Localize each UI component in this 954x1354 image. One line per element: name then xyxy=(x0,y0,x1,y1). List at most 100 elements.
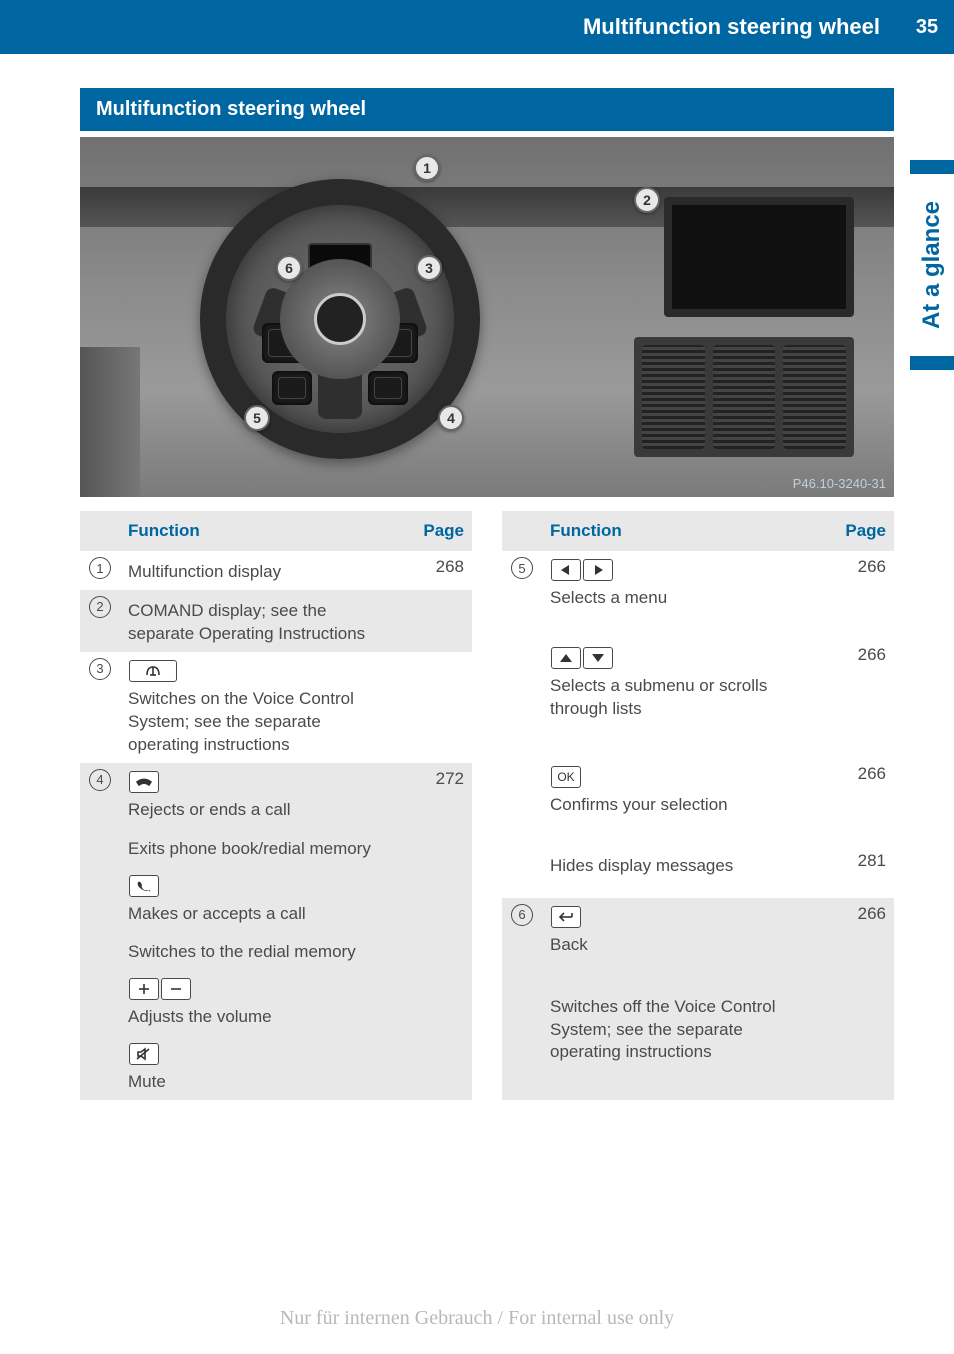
air-vents-icon xyxy=(634,337,854,457)
function-cell: Adjusts the volume xyxy=(120,970,404,1035)
table-row: Switches off the Voice Control System; s… xyxy=(502,986,894,1101)
row-number-badge: 4 xyxy=(89,769,111,791)
function-cell: Hides display messages xyxy=(542,845,826,898)
mercedes-logo-icon xyxy=(314,293,366,345)
function-cell: Multifunction display xyxy=(120,551,404,590)
callout-5: 5 xyxy=(244,405,270,431)
function-table-right: Function Page 5Selects a menu266Selects … xyxy=(502,511,894,1100)
col-page: Page xyxy=(826,511,894,551)
function-text: Mute xyxy=(128,1071,396,1094)
back-icon xyxy=(551,906,581,928)
table-row: Adjusts the volume xyxy=(80,970,472,1035)
function-text: COMAND display; see the separate Operati… xyxy=(128,600,396,646)
page-ref: 266 xyxy=(826,639,894,758)
table-row: 4 Rejects or ends a call 272 xyxy=(80,763,472,828)
header-title: Multifunction steering wheel xyxy=(583,14,880,40)
page-ref xyxy=(404,970,472,1035)
function-cell: Selects a submenu or scrolls through lis… xyxy=(542,639,826,758)
page-ref: 266 xyxy=(826,758,894,846)
page-ref: 268 xyxy=(404,551,472,590)
function-text: Confirms your selection xyxy=(550,794,818,817)
function-table-left: Function Page 1Multifunction display2682… xyxy=(80,511,472,1100)
minus-icon xyxy=(161,978,191,1000)
table-row: 1 Multifunction display 268 xyxy=(80,551,472,590)
plus-icon xyxy=(129,978,159,1000)
function-cell: OK Confirms your selection xyxy=(542,758,826,846)
page-ref xyxy=(404,931,472,970)
section-tab: At a glance xyxy=(910,160,954,370)
function-text: Selects a menu xyxy=(550,587,818,610)
table-row: Selects a submenu or scrolls through lis… xyxy=(502,639,894,758)
function-cell: Back xyxy=(542,898,826,986)
callout-6: 6 xyxy=(276,255,302,281)
function-cell: Exits phone book/redial memory xyxy=(120,828,404,867)
pickup-icon xyxy=(129,875,159,897)
page-ref: 266 xyxy=(826,551,894,639)
row-number-badge: 6 xyxy=(511,904,533,926)
function-text: Switches on the Voice Control System; se… xyxy=(128,688,396,757)
row-number-badge: 5 xyxy=(511,557,533,579)
function-text: Hides display messages xyxy=(550,855,818,878)
table-row: 2 COMAND display; see the separate Operat… xyxy=(80,590,472,652)
table-row: Switches to the redial memory xyxy=(80,931,472,970)
page-ref xyxy=(404,652,472,763)
page-ref xyxy=(826,986,894,1101)
col-page: Page xyxy=(404,511,472,551)
function-cell: Switches to the redial memory xyxy=(120,931,404,970)
page-ref: 266 xyxy=(826,898,894,986)
section-tab-label: At a glance xyxy=(918,201,946,329)
function-cell: Selects a menu xyxy=(542,551,826,639)
page-ref: 272 xyxy=(404,763,472,828)
table-row: 3 Switches on the Voice Control System; s… xyxy=(80,652,472,763)
table-row: Makes or accepts a call xyxy=(80,867,472,932)
function-text: Makes or accepts a call xyxy=(128,903,396,926)
right-icon xyxy=(583,559,613,581)
table-row: Exits phone book/redial memory xyxy=(80,828,472,867)
diagram-ref: P46.10-3240-31 xyxy=(793,476,886,491)
function-cell: Mute xyxy=(120,1035,404,1100)
page-ref xyxy=(404,867,472,932)
callout-1: 1 xyxy=(414,155,440,181)
up-icon xyxy=(551,647,581,669)
col-function: Function xyxy=(120,511,404,551)
function-text: Switches off the Voice Control System; s… xyxy=(550,996,818,1065)
function-text: Selects a submenu or scrolls through lis… xyxy=(550,675,818,721)
page-ref xyxy=(404,828,472,867)
page-number: 35 xyxy=(900,0,954,54)
section-heading: Multifunction steering wheel xyxy=(80,88,894,131)
table-row: Hides display messages 281 xyxy=(502,845,894,898)
function-cell: Rejects or ends a call xyxy=(120,763,404,828)
row-number-badge: 1 xyxy=(89,557,111,579)
hangup-icon xyxy=(129,771,159,793)
table-row: 5 Selects a menu 266 xyxy=(502,551,894,639)
function-text: Rejects or ends a call xyxy=(128,799,396,822)
watermark-text: Nur für internen Gebrauch / For internal… xyxy=(0,1307,954,1330)
col-function: Function xyxy=(542,511,826,551)
function-text: Multifunction display xyxy=(128,561,396,584)
function-cell: COMAND display; see the separate Operati… xyxy=(120,590,404,652)
callout-2: 2 xyxy=(634,187,660,213)
function-text: Exits phone book/redial memory xyxy=(128,838,396,861)
row-number-badge: 2 xyxy=(89,596,111,618)
voice-icon xyxy=(129,660,177,682)
page-ref xyxy=(404,1035,472,1100)
mute-icon xyxy=(129,1043,159,1065)
row-number-badge: 3 xyxy=(89,658,111,680)
table-row: 6 Back266 xyxy=(502,898,894,986)
function-text: Adjusts the volume xyxy=(128,1006,396,1029)
page-ref xyxy=(404,590,472,652)
function-text: Switches to the redial memory xyxy=(128,941,396,964)
callout-4: 4 xyxy=(438,405,464,431)
function-cell: Makes or accepts a call xyxy=(120,867,404,932)
table-row: Mute xyxy=(80,1035,472,1100)
function-cell: Switches off the Voice Control System; s… xyxy=(542,986,826,1101)
table-row: OK Confirms your selection 266 xyxy=(502,758,894,846)
down-icon xyxy=(583,647,613,669)
ok-icon: OK xyxy=(551,766,581,788)
left-icon xyxy=(551,559,581,581)
steering-wheel-diagram: 1 2 3 4 5 6 P46.10-3240-31 xyxy=(80,137,894,497)
comand-screen-icon xyxy=(664,197,854,317)
function-cell: Switches on the Voice Control System; se… xyxy=(120,652,404,763)
callout-3: 3 xyxy=(416,255,442,281)
page-ref: 281 xyxy=(826,845,894,898)
